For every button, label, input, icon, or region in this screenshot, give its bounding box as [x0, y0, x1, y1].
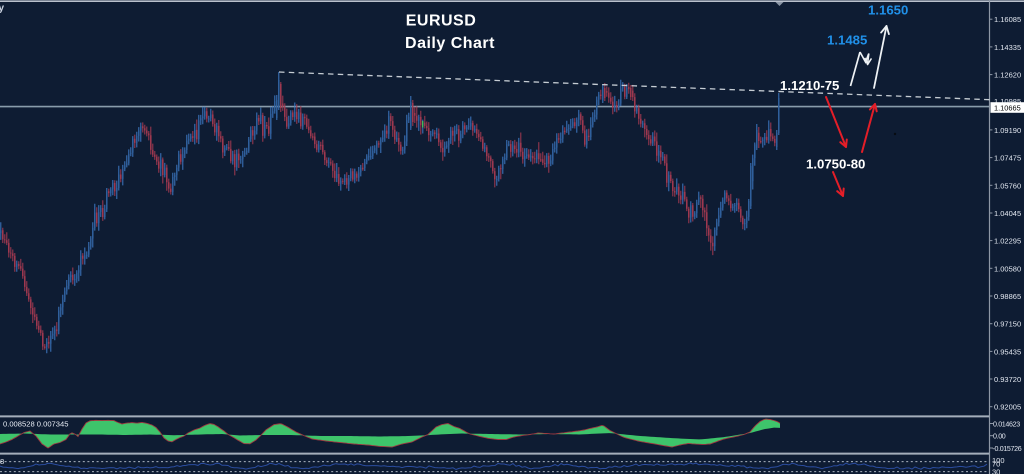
- svg-text:1.0750-80: 1.0750-80: [806, 157, 865, 172]
- svg-text:0.93720: 0.93720: [994, 375, 1021, 384]
- svg-text:1.00580: 1.00580: [994, 264, 1021, 273]
- svg-text:1.07475: 1.07475: [994, 154, 1021, 163]
- svg-text:Daily Chart: Daily Chart: [405, 35, 495, 52]
- svg-text:70: 70: [992, 460, 1000, 469]
- svg-text:30: 30: [992, 468, 1000, 474]
- svg-text:1.16085: 1.16085: [994, 15, 1021, 24]
- svg-text:y: y: [0, 3, 5, 14]
- svg-text:1.10985: 1.10985: [994, 97, 1021, 106]
- svg-text:1.09190: 1.09190: [994, 126, 1021, 135]
- svg-text:0.00: 0.00: [993, 433, 1006, 441]
- svg-text:1.14335: 1.14335: [994, 43, 1021, 52]
- svg-text:0.98865: 0.98865: [994, 292, 1021, 301]
- svg-text:1.1210-75: 1.1210-75: [780, 78, 839, 93]
- svg-text:EURUSD: EURUSD: [406, 13, 477, 30]
- svg-text:0.92005: 0.92005: [994, 403, 1021, 412]
- svg-text:-0.015726: -0.015726: [993, 445, 1022, 453]
- svg-text:100: 100: [992, 456, 1005, 465]
- svg-text:0.97150: 0.97150: [994, 320, 1021, 329]
- svg-text:1.02295: 1.02295: [994, 237, 1021, 246]
- svg-text:1.1650: 1.1650: [868, 3, 908, 18]
- svg-text:1.04045: 1.04045: [994, 209, 1021, 218]
- svg-text:1.1485: 1.1485: [827, 33, 867, 48]
- svg-text:1.10665: 1.10665: [994, 104, 1021, 113]
- svg-text:0.95435: 0.95435: [994, 347, 1021, 356]
- svg-text:0.014623: 0.014623: [993, 420, 1020, 428]
- svg-text:1.12620: 1.12620: [994, 71, 1021, 80]
- svg-text:0.008528 0.007345: 0.008528 0.007345: [3, 420, 68, 429]
- svg-text:8: 8: [0, 457, 4, 466]
- svg-text:1.05760: 1.05760: [994, 181, 1021, 190]
